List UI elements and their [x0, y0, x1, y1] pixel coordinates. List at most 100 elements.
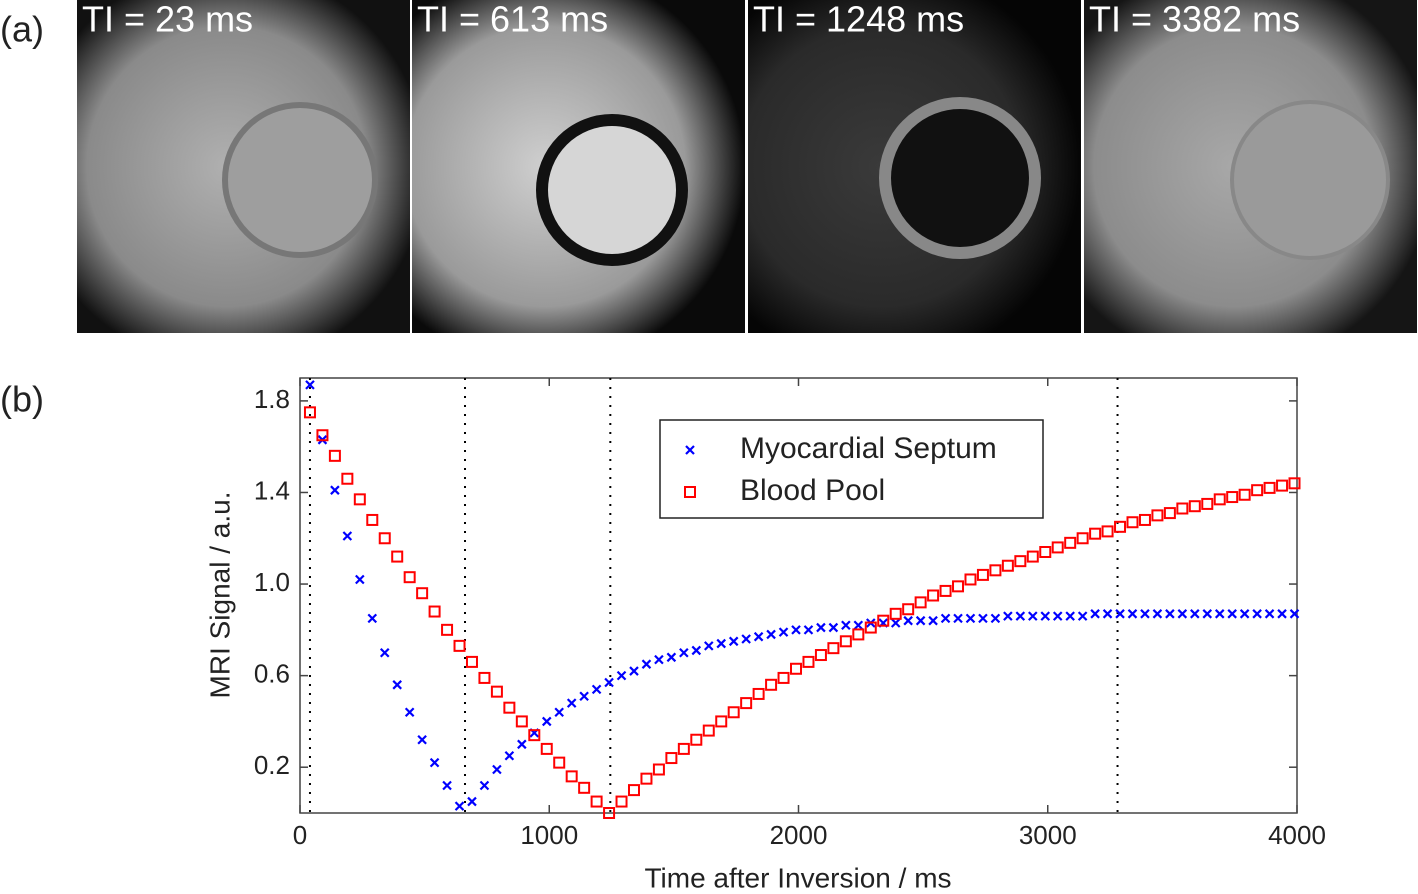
data-point: [814, 649, 827, 662]
legend-marker: [685, 445, 695, 455]
data-point: [952, 580, 965, 593]
panel-label: (b): [0, 379, 44, 420]
legend-label: Myocardial Septum: [740, 432, 997, 465]
data-point: [1152, 609, 1163, 619]
data-point: [554, 707, 564, 718]
data-point: [615, 795, 628, 808]
data-point: [1289, 609, 1300, 619]
data-point: [728, 636, 739, 647]
y-tick-label: 1.4: [254, 475, 290, 505]
data-point: [341, 472, 354, 485]
panel-label: (a): [0, 9, 44, 50]
data-point: [703, 641, 714, 651]
image-caption: TI = 613 ms: [417, 0, 608, 40]
x-tick-label: 1000: [520, 820, 578, 850]
x-axis-title: Time after Inversion / ms: [644, 862, 951, 893]
data-point: [1288, 477, 1301, 490]
data-point: [976, 568, 989, 581]
data-point: [1076, 532, 1089, 545]
data-point: [990, 613, 1001, 624]
data-point: [690, 733, 703, 746]
data-point: [603, 807, 616, 819]
data-point: [1014, 555, 1027, 568]
data-point: [902, 603, 915, 616]
data-point: [591, 684, 602, 695]
data-point: [355, 574, 365, 585]
data-point: [1177, 609, 1188, 619]
data-point: [864, 621, 877, 634]
data-point: [566, 698, 577, 708]
data-point: [503, 701, 516, 714]
data-point: [915, 615, 926, 626]
data-point: [691, 645, 702, 656]
data-point: [716, 638, 727, 649]
data-point: [939, 584, 952, 597]
heart: [536, 114, 688, 266]
data-point: [852, 628, 865, 641]
data-point: [1065, 611, 1075, 621]
image-caption: TI = 1248 ms: [753, 0, 964, 40]
data-point: [1252, 609, 1262, 619]
data-point: [978, 613, 988, 624]
x-tick-label: 2000: [770, 820, 828, 850]
data-point: [853, 620, 864, 631]
data-point: [652, 763, 665, 776]
data-point: [378, 532, 391, 545]
data-point: [1201, 497, 1214, 510]
data-point: [1226, 491, 1239, 504]
data-point: [629, 666, 639, 676]
data-point: [640, 772, 653, 785]
data-point: [1213, 493, 1226, 506]
data-point: [989, 564, 1002, 577]
data-point: [1101, 525, 1114, 538]
data-point: [903, 615, 913, 626]
data-point: [404, 707, 415, 718]
data-point: [1214, 609, 1225, 619]
data-point: [330, 485, 340, 495]
data-point: [465, 655, 478, 668]
data-point: [454, 801, 465, 811]
data-point: [702, 724, 715, 737]
data-point: [777, 671, 790, 684]
data-point: [679, 647, 689, 658]
legend-box: [659, 419, 1044, 519]
data-point: [1140, 609, 1150, 619]
data-point: [616, 670, 627, 681]
legend-label: Blood Pool: [740, 474, 885, 507]
data-point: [528, 729, 541, 742]
data-point: [1276, 479, 1289, 492]
data-point: [877, 614, 890, 627]
y-axis-title: MRI Signal / a.u.: [204, 492, 235, 699]
data-point: [604, 677, 614, 688]
mri-images: [77, 0, 1417, 333]
heart: [879, 97, 1041, 259]
data-point: [442, 780, 452, 791]
data-point: [379, 647, 390, 658]
data-point: [914, 596, 927, 609]
data-point: [1089, 527, 1102, 540]
data-point: [590, 795, 603, 808]
data-point: [328, 449, 341, 462]
data-point: [791, 625, 801, 635]
data-point: [1003, 611, 1013, 621]
data-point: [753, 631, 764, 642]
data-point: [1039, 546, 1052, 558]
data-point: [1064, 536, 1077, 549]
data-point: [1188, 500, 1201, 513]
data-point: [1251, 484, 1264, 497]
data-point: [802, 655, 815, 668]
data-point: [479, 780, 490, 791]
data-point: [953, 613, 963, 624]
x-tick-label: 3000: [1019, 820, 1077, 850]
data-point: [504, 750, 515, 761]
data-point: [965, 613, 976, 624]
data-point: [827, 642, 840, 655]
data-point: [367, 613, 378, 624]
data-point: [417, 734, 427, 745]
data-point: [1102, 609, 1113, 619]
data-point: [1202, 609, 1213, 619]
data-point: [1090, 609, 1100, 619]
data-point: [303, 406, 316, 419]
data-point: [492, 764, 502, 775]
data-point: [677, 742, 690, 755]
